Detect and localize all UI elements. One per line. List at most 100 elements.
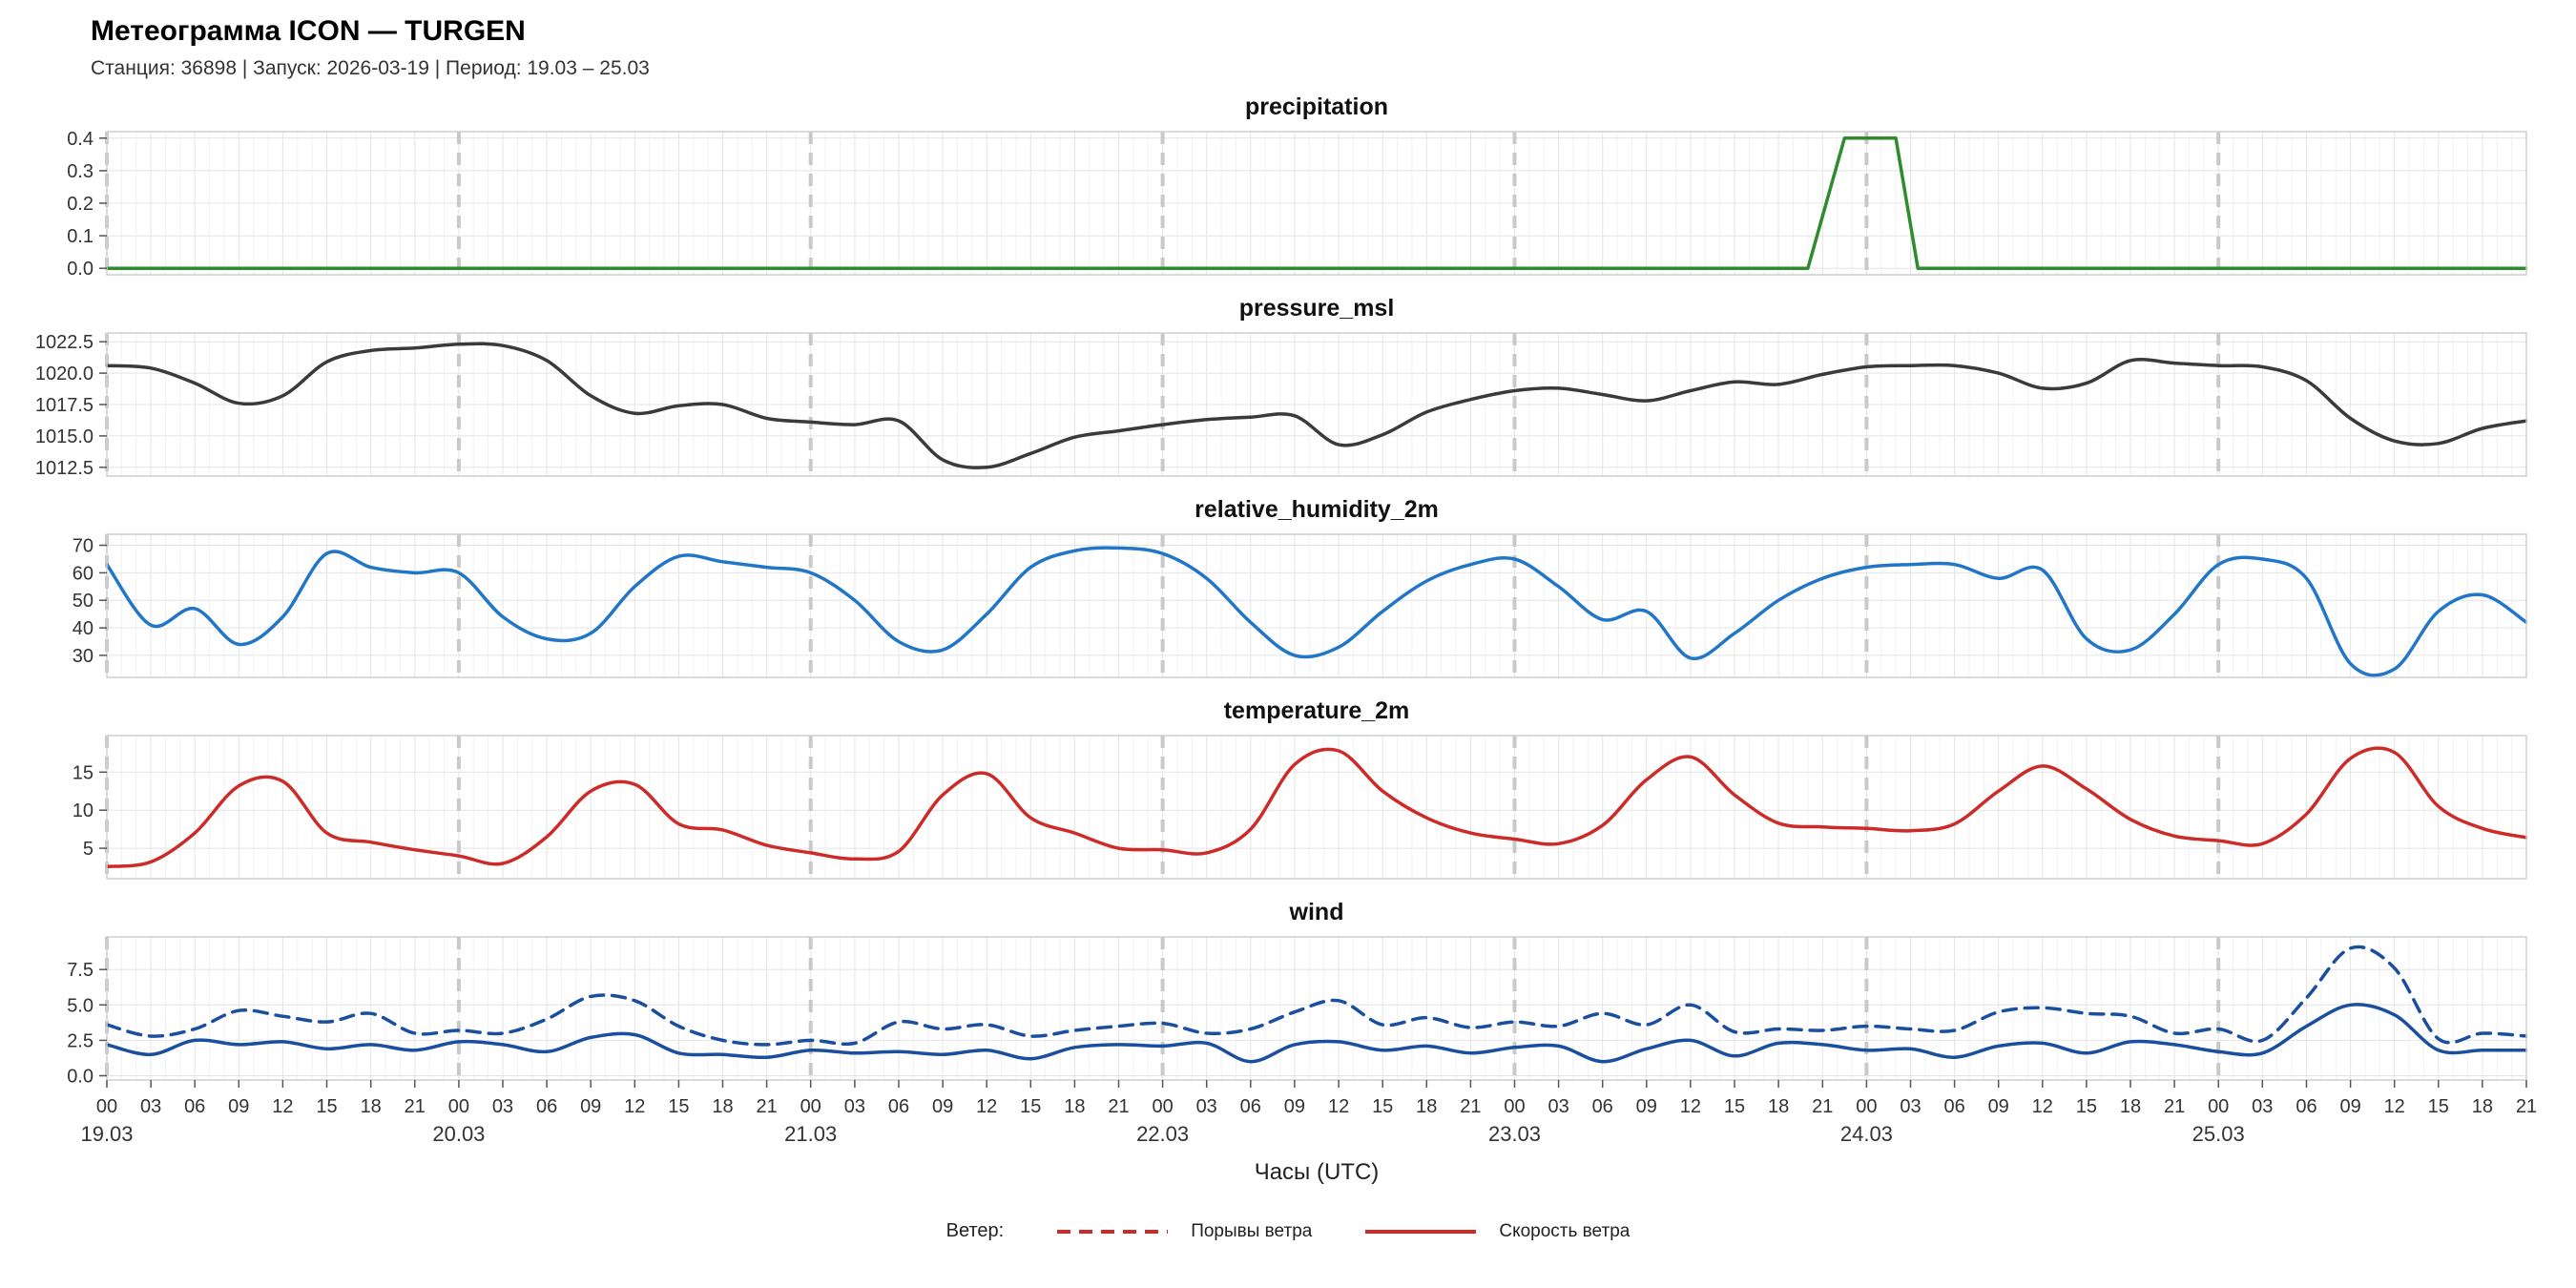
svg-text:03: 03: [2252, 1096, 2273, 1117]
svg-text:20.03: 20.03: [432, 1122, 485, 1146]
chart-title-wind: wind: [1289, 899, 1344, 925]
panel-wind: wind 0.0 2.5 5.0 7.5 00 03 06 09 12 15 18 21 00 03 06 0…: [0, 899, 2576, 1157]
svg-text:5: 5: [83, 839, 93, 860]
svg-text:0.4: 0.4: [67, 129, 93, 150]
svg-text:1022.5: 1022.5: [35, 332, 93, 353]
svg-text:09: 09: [932, 1096, 953, 1117]
page-title: Метеограмма ICON — TURGEN: [91, 15, 526, 47]
panel-precipitation: precipitation 0.0 0.1 0.2 0.3 0.4: [0, 93, 2576, 281]
svg-text:0.3: 0.3: [67, 161, 93, 182]
chart-title-pressure: pressure_msl: [1238, 295, 1395, 322]
legend-title: Ветер:: [945, 1220, 1005, 1241]
svg-text:18: 18: [361, 1096, 382, 1117]
svg-text:12: 12: [1328, 1096, 1349, 1117]
page-subtitle: Станция: 36898 | Запуск: 2026-03-19 | Пе…: [91, 57, 650, 79]
svg-text:40: 40: [73, 618, 93, 639]
svg-text:03: 03: [1548, 1096, 1568, 1117]
svg-text:15: 15: [316, 1096, 337, 1117]
header: Метеограмма ICON — TURGEN Станция: 36898…: [91, 15, 2576, 80]
svg-text:1020.0: 1020.0: [35, 364, 93, 384]
svg-text:18: 18: [1416, 1096, 1437, 1117]
svg-text:18: 18: [2472, 1096, 2493, 1117]
svg-text:15: 15: [1372, 1096, 1393, 1117]
svg-text:09: 09: [228, 1096, 249, 1117]
svg-text:23.03: 23.03: [1488, 1122, 1541, 1146]
svg-text:30: 30: [73, 646, 93, 667]
panel-humidity: relative_humidity_2m 30 40 50 60 70: [0, 496, 2576, 684]
chart-title-precipitation: precipitation: [1244, 93, 1388, 120]
svg-text:2.5: 2.5: [67, 1030, 93, 1051]
svg-text:06: 06: [1240, 1096, 1261, 1117]
svg-text:70: 70: [73, 536, 93, 557]
svg-text:1017.5: 1017.5: [35, 395, 93, 416]
svg-text:06: 06: [184, 1096, 205, 1117]
svg-text:12: 12: [1680, 1096, 1701, 1117]
svg-text:03: 03: [140, 1096, 161, 1117]
svg-text:03: 03: [1900, 1096, 1921, 1117]
legend-item-gusts: Порывы ветра: [1055, 1221, 1312, 1242]
svg-text:21: 21: [405, 1096, 426, 1117]
svg-text:18: 18: [1064, 1096, 1085, 1117]
humidity-chart: 30 40 50 60 70: [0, 530, 2576, 684]
svg-text:00: 00: [1856, 1096, 1877, 1117]
legend-label-gusts: Порывы ветра: [1191, 1220, 1313, 1241]
wind-legend: Ветер: Порывы ветра Скорость ветра: [0, 1220, 2576, 1242]
svg-text:00: 00: [1152, 1096, 1173, 1117]
svg-text:7.5: 7.5: [67, 960, 93, 981]
svg-text:09: 09: [1636, 1096, 1657, 1117]
x-axis-label: Часы (UTC): [1254, 1159, 1380, 1185]
svg-text:15: 15: [1020, 1096, 1041, 1117]
svg-text:06: 06: [2296, 1096, 2316, 1117]
svg-text:06: 06: [536, 1096, 557, 1117]
svg-text:12: 12: [624, 1096, 645, 1117]
svg-text:15: 15: [2076, 1096, 2097, 1117]
svg-text:19.03: 19.03: [80, 1122, 133, 1146]
temperature-chart: 5 10 15: [0, 731, 2576, 885]
solid-line-icon: [1365, 1229, 1477, 1234]
svg-text:21.03: 21.03: [784, 1122, 837, 1146]
svg-text:06: 06: [1943, 1096, 1964, 1117]
svg-text:21: 21: [1460, 1096, 1481, 1117]
svg-text:5.0: 5.0: [67, 995, 93, 1016]
svg-text:0.1: 0.1: [67, 226, 93, 247]
svg-text:60: 60: [73, 563, 93, 584]
svg-text:21: 21: [2516, 1096, 2537, 1117]
svg-text:1012.5: 1012.5: [35, 458, 93, 479]
svg-text:22.03: 22.03: [1136, 1122, 1189, 1146]
svg-text:18: 18: [712, 1096, 733, 1117]
pressure-chart: 1012.5 1015.0 1017.5 1020.0 1022.5: [0, 328, 2576, 483]
svg-text:0.2: 0.2: [67, 194, 93, 215]
svg-text:06: 06: [1592, 1096, 1613, 1117]
svg-text:21: 21: [756, 1096, 777, 1117]
svg-text:00: 00: [800, 1096, 821, 1117]
svg-text:06: 06: [888, 1096, 909, 1117]
svg-text:09: 09: [1284, 1096, 1305, 1117]
dashed-line-icon: [1057, 1229, 1169, 1234]
svg-text:09: 09: [1988, 1096, 2009, 1117]
svg-text:12: 12: [2032, 1096, 2053, 1117]
svg-text:09: 09: [2339, 1096, 2360, 1117]
legend-label-speed: Скорость ветра: [1499, 1220, 1631, 1241]
svg-text:18: 18: [1768, 1096, 1789, 1117]
svg-text:15: 15: [73, 762, 93, 783]
svg-text:00: 00: [2208, 1096, 2229, 1117]
svg-text:21: 21: [1812, 1096, 1833, 1117]
svg-text:21: 21: [2164, 1096, 2185, 1117]
svg-text:12: 12: [272, 1096, 293, 1117]
panel-pressure: pressure_msl 1012.5 1015.0 1017.5 1020.0 102…: [0, 295, 2576, 483]
svg-text:03: 03: [492, 1096, 513, 1117]
svg-text:21: 21: [1108, 1096, 1129, 1117]
svg-text:03: 03: [1196, 1096, 1217, 1117]
svg-text:0.0: 0.0: [67, 1067, 93, 1088]
svg-text:18: 18: [2120, 1096, 2141, 1117]
chart-title-temperature: temperature_2m: [1223, 697, 1410, 724]
panel-temperature: temperature_2m 5 10 15: [0, 697, 2576, 885]
svg-text:00: 00: [96, 1096, 117, 1117]
svg-text:00: 00: [1504, 1096, 1525, 1117]
wind-chart: 0.0 2.5 5.0 7.5 00 03 06 09 12 15 18 21 00 03 06 09 12 15…: [0, 932, 2576, 1157]
svg-text:00: 00: [448, 1096, 469, 1117]
legend-item-speed: Скорость ветра: [1363, 1221, 1630, 1242]
svg-text:09: 09: [580, 1096, 601, 1117]
svg-text:15: 15: [2428, 1096, 2449, 1117]
